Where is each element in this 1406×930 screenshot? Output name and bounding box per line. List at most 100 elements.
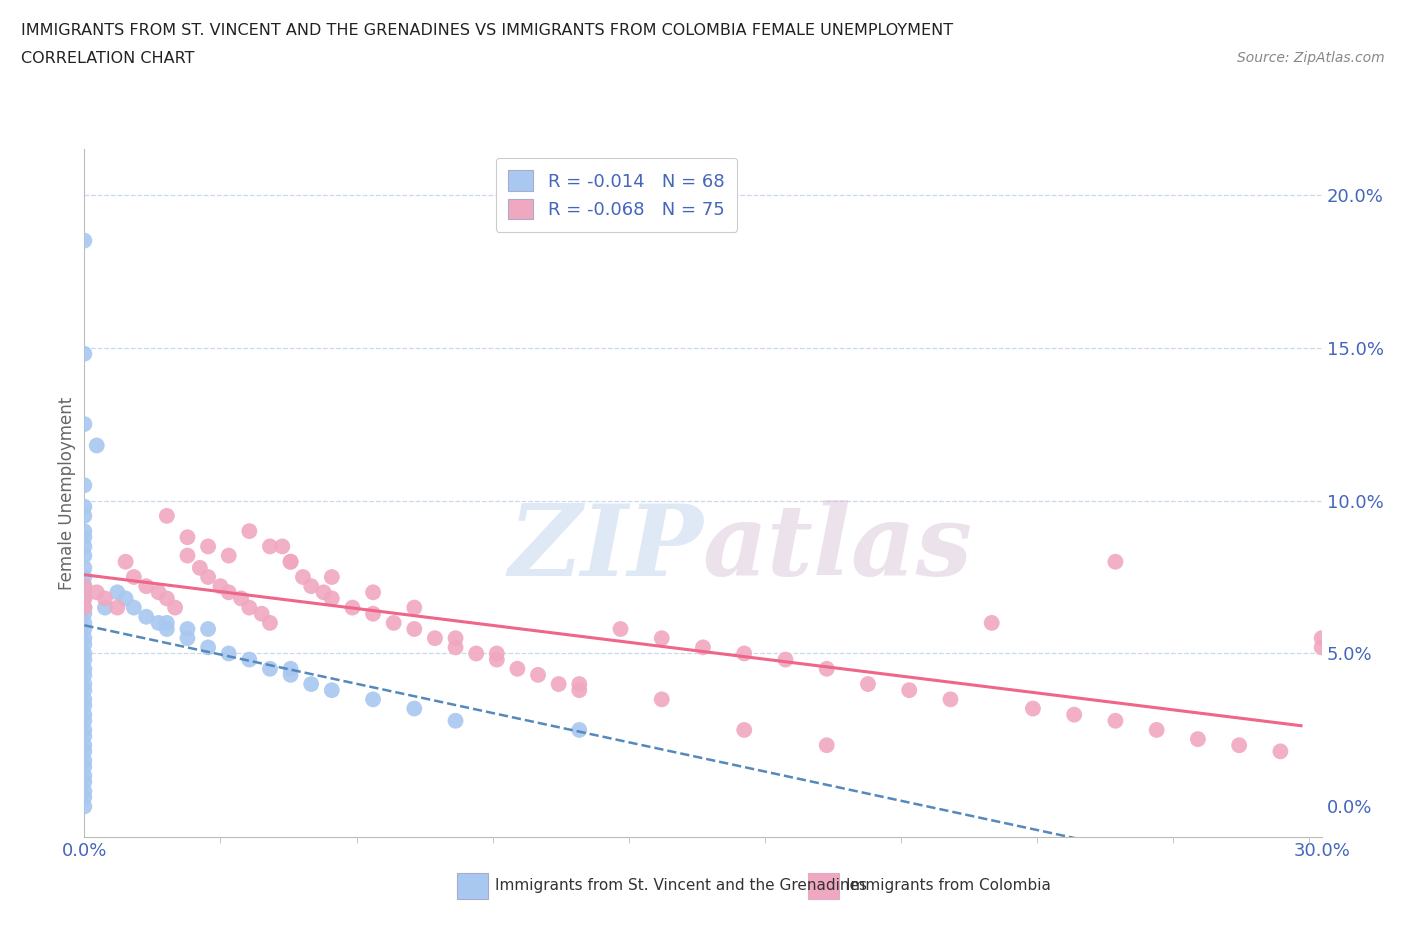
Point bbox=[73, 524, 96, 538]
Point bbox=[815, 661, 838, 676]
Text: ZIP: ZIP bbox=[508, 499, 703, 596]
Point bbox=[73, 478, 96, 493]
Point bbox=[73, 637, 96, 652]
Point bbox=[73, 713, 96, 728]
Point bbox=[73, 600, 96, 615]
Point bbox=[73, 530, 96, 545]
Point bbox=[342, 600, 364, 615]
Point bbox=[73, 233, 96, 248]
Point bbox=[197, 539, 219, 554]
Point bbox=[1146, 723, 1168, 737]
Point bbox=[692, 640, 714, 655]
Point bbox=[73, 652, 96, 667]
Point bbox=[465, 646, 488, 661]
Point bbox=[148, 585, 170, 600]
Point bbox=[321, 591, 343, 605]
Point bbox=[404, 701, 426, 716]
Point bbox=[280, 554, 302, 569]
Point bbox=[856, 677, 879, 692]
Point bbox=[73, 585, 96, 600]
Point bbox=[197, 621, 219, 636]
Point bbox=[218, 548, 240, 563]
Point bbox=[73, 692, 96, 707]
Point bbox=[73, 799, 96, 814]
Point bbox=[229, 591, 252, 605]
Point bbox=[238, 652, 260, 667]
Point bbox=[259, 616, 281, 631]
Point bbox=[815, 737, 838, 752]
Point bbox=[105, 585, 128, 600]
Point bbox=[444, 713, 467, 728]
Point bbox=[73, 759, 96, 774]
Point bbox=[135, 609, 157, 624]
Point bbox=[73, 668, 96, 683]
Point bbox=[361, 692, 384, 707]
Point bbox=[73, 585, 96, 600]
Point bbox=[73, 790, 96, 804]
Point bbox=[176, 631, 198, 645]
Point bbox=[382, 616, 405, 631]
Point bbox=[527, 668, 550, 683]
Point bbox=[939, 692, 962, 707]
Point bbox=[73, 578, 96, 593]
Point bbox=[404, 600, 426, 615]
Point bbox=[73, 737, 96, 752]
Point bbox=[1022, 701, 1045, 716]
Point bbox=[188, 561, 211, 576]
Text: Immigrants from Colombia: Immigrants from Colombia bbox=[846, 878, 1052, 893]
Point bbox=[73, 728, 96, 743]
Point bbox=[114, 591, 136, 605]
Point bbox=[485, 646, 508, 661]
Point bbox=[209, 578, 232, 593]
Point bbox=[238, 524, 260, 538]
Point bbox=[259, 661, 281, 676]
Point bbox=[73, 591, 96, 605]
Point bbox=[291, 569, 314, 584]
Point bbox=[156, 621, 179, 636]
Point bbox=[73, 683, 96, 698]
Point bbox=[259, 539, 281, 554]
Point bbox=[250, 606, 273, 621]
Point bbox=[156, 509, 179, 524]
Point bbox=[176, 621, 198, 636]
Point bbox=[73, 499, 96, 514]
Point bbox=[73, 600, 96, 615]
Point bbox=[321, 569, 343, 584]
Point bbox=[485, 652, 508, 667]
Point bbox=[299, 677, 322, 692]
Point bbox=[73, 707, 96, 722]
Point bbox=[361, 606, 384, 621]
Point bbox=[1104, 554, 1126, 569]
Point bbox=[73, 744, 96, 759]
Point bbox=[73, 591, 96, 605]
Point bbox=[86, 585, 108, 600]
Point bbox=[135, 578, 157, 593]
Point bbox=[73, 606, 96, 621]
Point bbox=[568, 683, 591, 698]
Point bbox=[105, 600, 128, 615]
Point bbox=[73, 677, 96, 692]
Point bbox=[312, 585, 335, 600]
Point bbox=[651, 631, 673, 645]
Point bbox=[73, 346, 96, 361]
Point bbox=[176, 548, 198, 563]
Point bbox=[114, 554, 136, 569]
Point bbox=[73, 621, 96, 636]
Y-axis label: Female Unemployment: Female Unemployment bbox=[58, 396, 76, 590]
Point bbox=[1310, 640, 1333, 655]
Point bbox=[94, 591, 117, 605]
Point bbox=[73, 561, 96, 576]
Text: IMMIGRANTS FROM ST. VINCENT AND THE GRENADINES VS IMMIGRANTS FROM COLOMBIA FEMAL: IMMIGRANTS FROM ST. VINCENT AND THE GREN… bbox=[21, 23, 953, 38]
Point bbox=[568, 677, 591, 692]
Point bbox=[651, 692, 673, 707]
Point bbox=[271, 539, 294, 554]
Point bbox=[73, 600, 96, 615]
Point bbox=[73, 616, 96, 631]
Legend: R = -0.014   N = 68, R = -0.068   N = 75: R = -0.014 N = 68, R = -0.068 N = 75 bbox=[495, 158, 737, 232]
Point bbox=[165, 600, 187, 615]
Point bbox=[404, 621, 426, 636]
Point bbox=[280, 668, 302, 683]
Point bbox=[73, 784, 96, 799]
Point bbox=[506, 661, 529, 676]
Point bbox=[73, 698, 96, 713]
